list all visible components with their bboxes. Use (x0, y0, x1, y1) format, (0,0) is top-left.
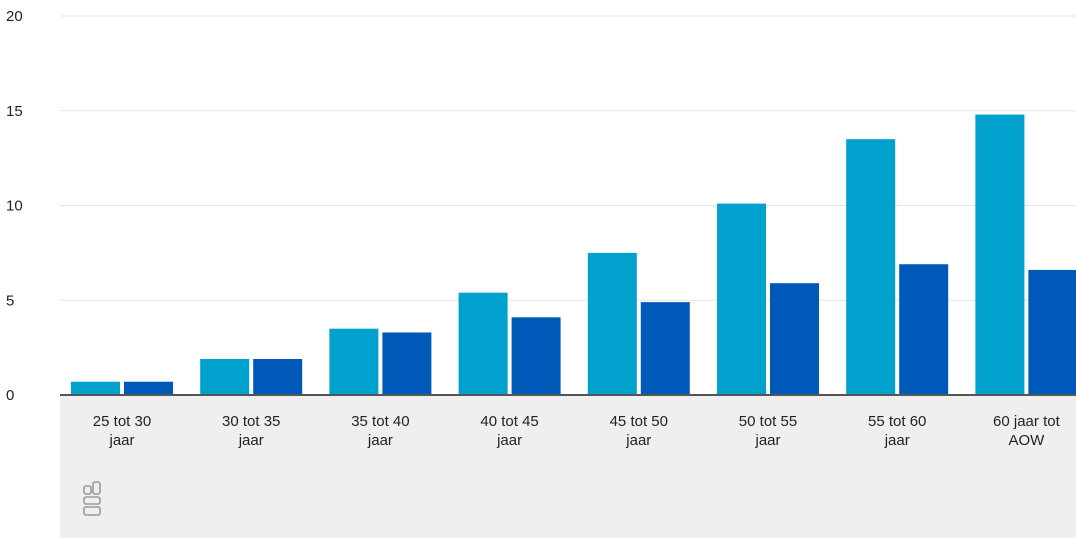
y-tick-label: 10 (6, 198, 23, 215)
category-label: 50 tot 55 jaar (739, 413, 797, 449)
gridlines (60, 15, 1076, 301)
bar-series-2 (899, 264, 949, 395)
bar-series-1 (200, 358, 250, 395)
y-tick-label: 0 (6, 387, 14, 404)
bar-series-2 (253, 358, 303, 395)
category-axis-band (60, 395, 1076, 538)
category-label: 55 tot 60 jaar (868, 413, 926, 449)
bar-series-2 (1028, 269, 1076, 395)
category-label: 45 tot 50 jaar (610, 413, 668, 449)
category-label: 60 jaar tot AOW (993, 413, 1061, 449)
y-tick-label: 5 (6, 292, 14, 309)
bar-series-1 (329, 328, 379, 395)
bar-series-1 (717, 203, 766, 395)
bar-series-2 (382, 332, 432, 395)
bar-series-1 (458, 292, 508, 395)
y-tick-label: 20 (6, 8, 23, 25)
cbs-logo-icon (83, 481, 101, 516)
bar-series-1 (975, 114, 1025, 395)
bar-series-2 (511, 317, 561, 395)
category-label: 30 tot 35 jaar (222, 413, 280, 449)
bar-series-2 (640, 302, 690, 395)
y-axis-ticks: 0 5 10 15 20 (6, 8, 23, 404)
bar-series-2 (124, 381, 173, 395)
bar-series-1 (71, 381, 120, 395)
bars (71, 114, 1076, 395)
bar-series-1 (587, 252, 637, 395)
bar-series-2 (770, 283, 819, 395)
category-labels: 25 tot 30 jaar 30 tot 35 jaar 35 tot 40 jaar 4… (93, 413, 1061, 449)
bar-series-1 (846, 139, 896, 395)
y-tick-label: 15 (6, 103, 23, 120)
category-label: 40 tot 45 jaar (480, 413, 538, 449)
category-label: 35 tot 40 jaar (351, 413, 409, 449)
category-label: 25 tot 30 jaar (93, 413, 151, 449)
